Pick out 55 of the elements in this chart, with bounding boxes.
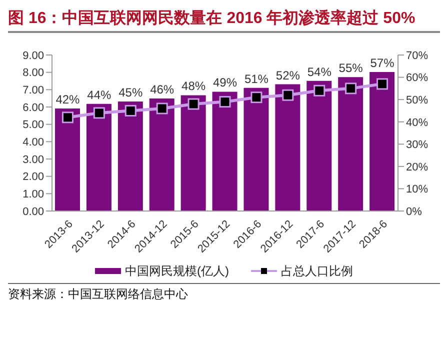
- legend-label: 中国网民规模(亿人): [125, 262, 229, 280]
- y-tick-label: 8.00: [22, 67, 44, 80]
- point: [314, 84, 326, 96]
- bar: [180, 95, 206, 211]
- bar: [275, 84, 300, 211]
- y2-tick-label: 10%: [406, 184, 428, 196]
- bar: [338, 77, 364, 211]
- bar: [212, 92, 238, 211]
- bar: [370, 72, 395, 211]
- bar: [149, 98, 174, 211]
- data-label: 45%: [118, 85, 143, 100]
- y-tick-label: 4.00: [22, 136, 44, 149]
- y-tick-label: 1.00: [22, 188, 44, 201]
- data-label: 55%: [338, 61, 364, 76]
- point: [188, 98, 200, 110]
- y2-tick-label: 50%: [406, 94, 428, 106]
- point: [376, 78, 388, 90]
- point: [282, 89, 294, 101]
- bar: [306, 80, 332, 211]
- y2-tick-label: 0%: [406, 206, 422, 218]
- y2-tick-label: 60%: [406, 72, 428, 84]
- y-tick-label: 3.00: [22, 154, 44, 166]
- y-tick-label: 5.00: [22, 119, 44, 132]
- data-label: 44%: [87, 88, 112, 102]
- text: 资料来源：中国互联网络信息中心: [8, 286, 440, 303]
- data-label: 54%: [307, 64, 332, 79]
- point: [124, 104, 136, 116]
- bar: [244, 88, 269, 211]
- data-label: 52%: [276, 68, 300, 82]
- y2-tick-label: 20%: [406, 161, 428, 174]
- data-label: 42%: [56, 92, 80, 107]
- y-tick-label: 6.00: [22, 102, 44, 114]
- y-tick-label: 0.00: [22, 206, 44, 218]
- point: [93, 107, 105, 119]
- y-tick-label: 9.00: [22, 50, 44, 62]
- y2-tick-label: 30%: [406, 139, 428, 152]
- data-label: 46%: [150, 82, 174, 97]
- y2-tick-label: 40%: [406, 116, 428, 129]
- point: [156, 102, 168, 114]
- y-tick-label: 7.00: [22, 84, 44, 97]
- point: [62, 112, 74, 124]
- data-label: 49%: [212, 76, 238, 90]
- bar: [86, 104, 112, 211]
- data-label: 48%: [182, 79, 206, 94]
- chart-title: 图 16：中国互联网网民数量在 2016 年初渗透率超过 50%: [8, 8, 440, 33]
- bar: [118, 101, 143, 211]
- legend-label: 占总人口比例: [281, 262, 353, 280]
- y-tick-label: 2.00: [22, 171, 44, 184]
- point: [219, 96, 231, 108]
- bar: [55, 108, 80, 211]
- data-label: 57%: [370, 56, 395, 70]
- data-label: 51%: [244, 72, 269, 86]
- point: [345, 82, 357, 94]
- point: [250, 92, 262, 104]
- y2-tick-label: 70%: [406, 50, 428, 62]
